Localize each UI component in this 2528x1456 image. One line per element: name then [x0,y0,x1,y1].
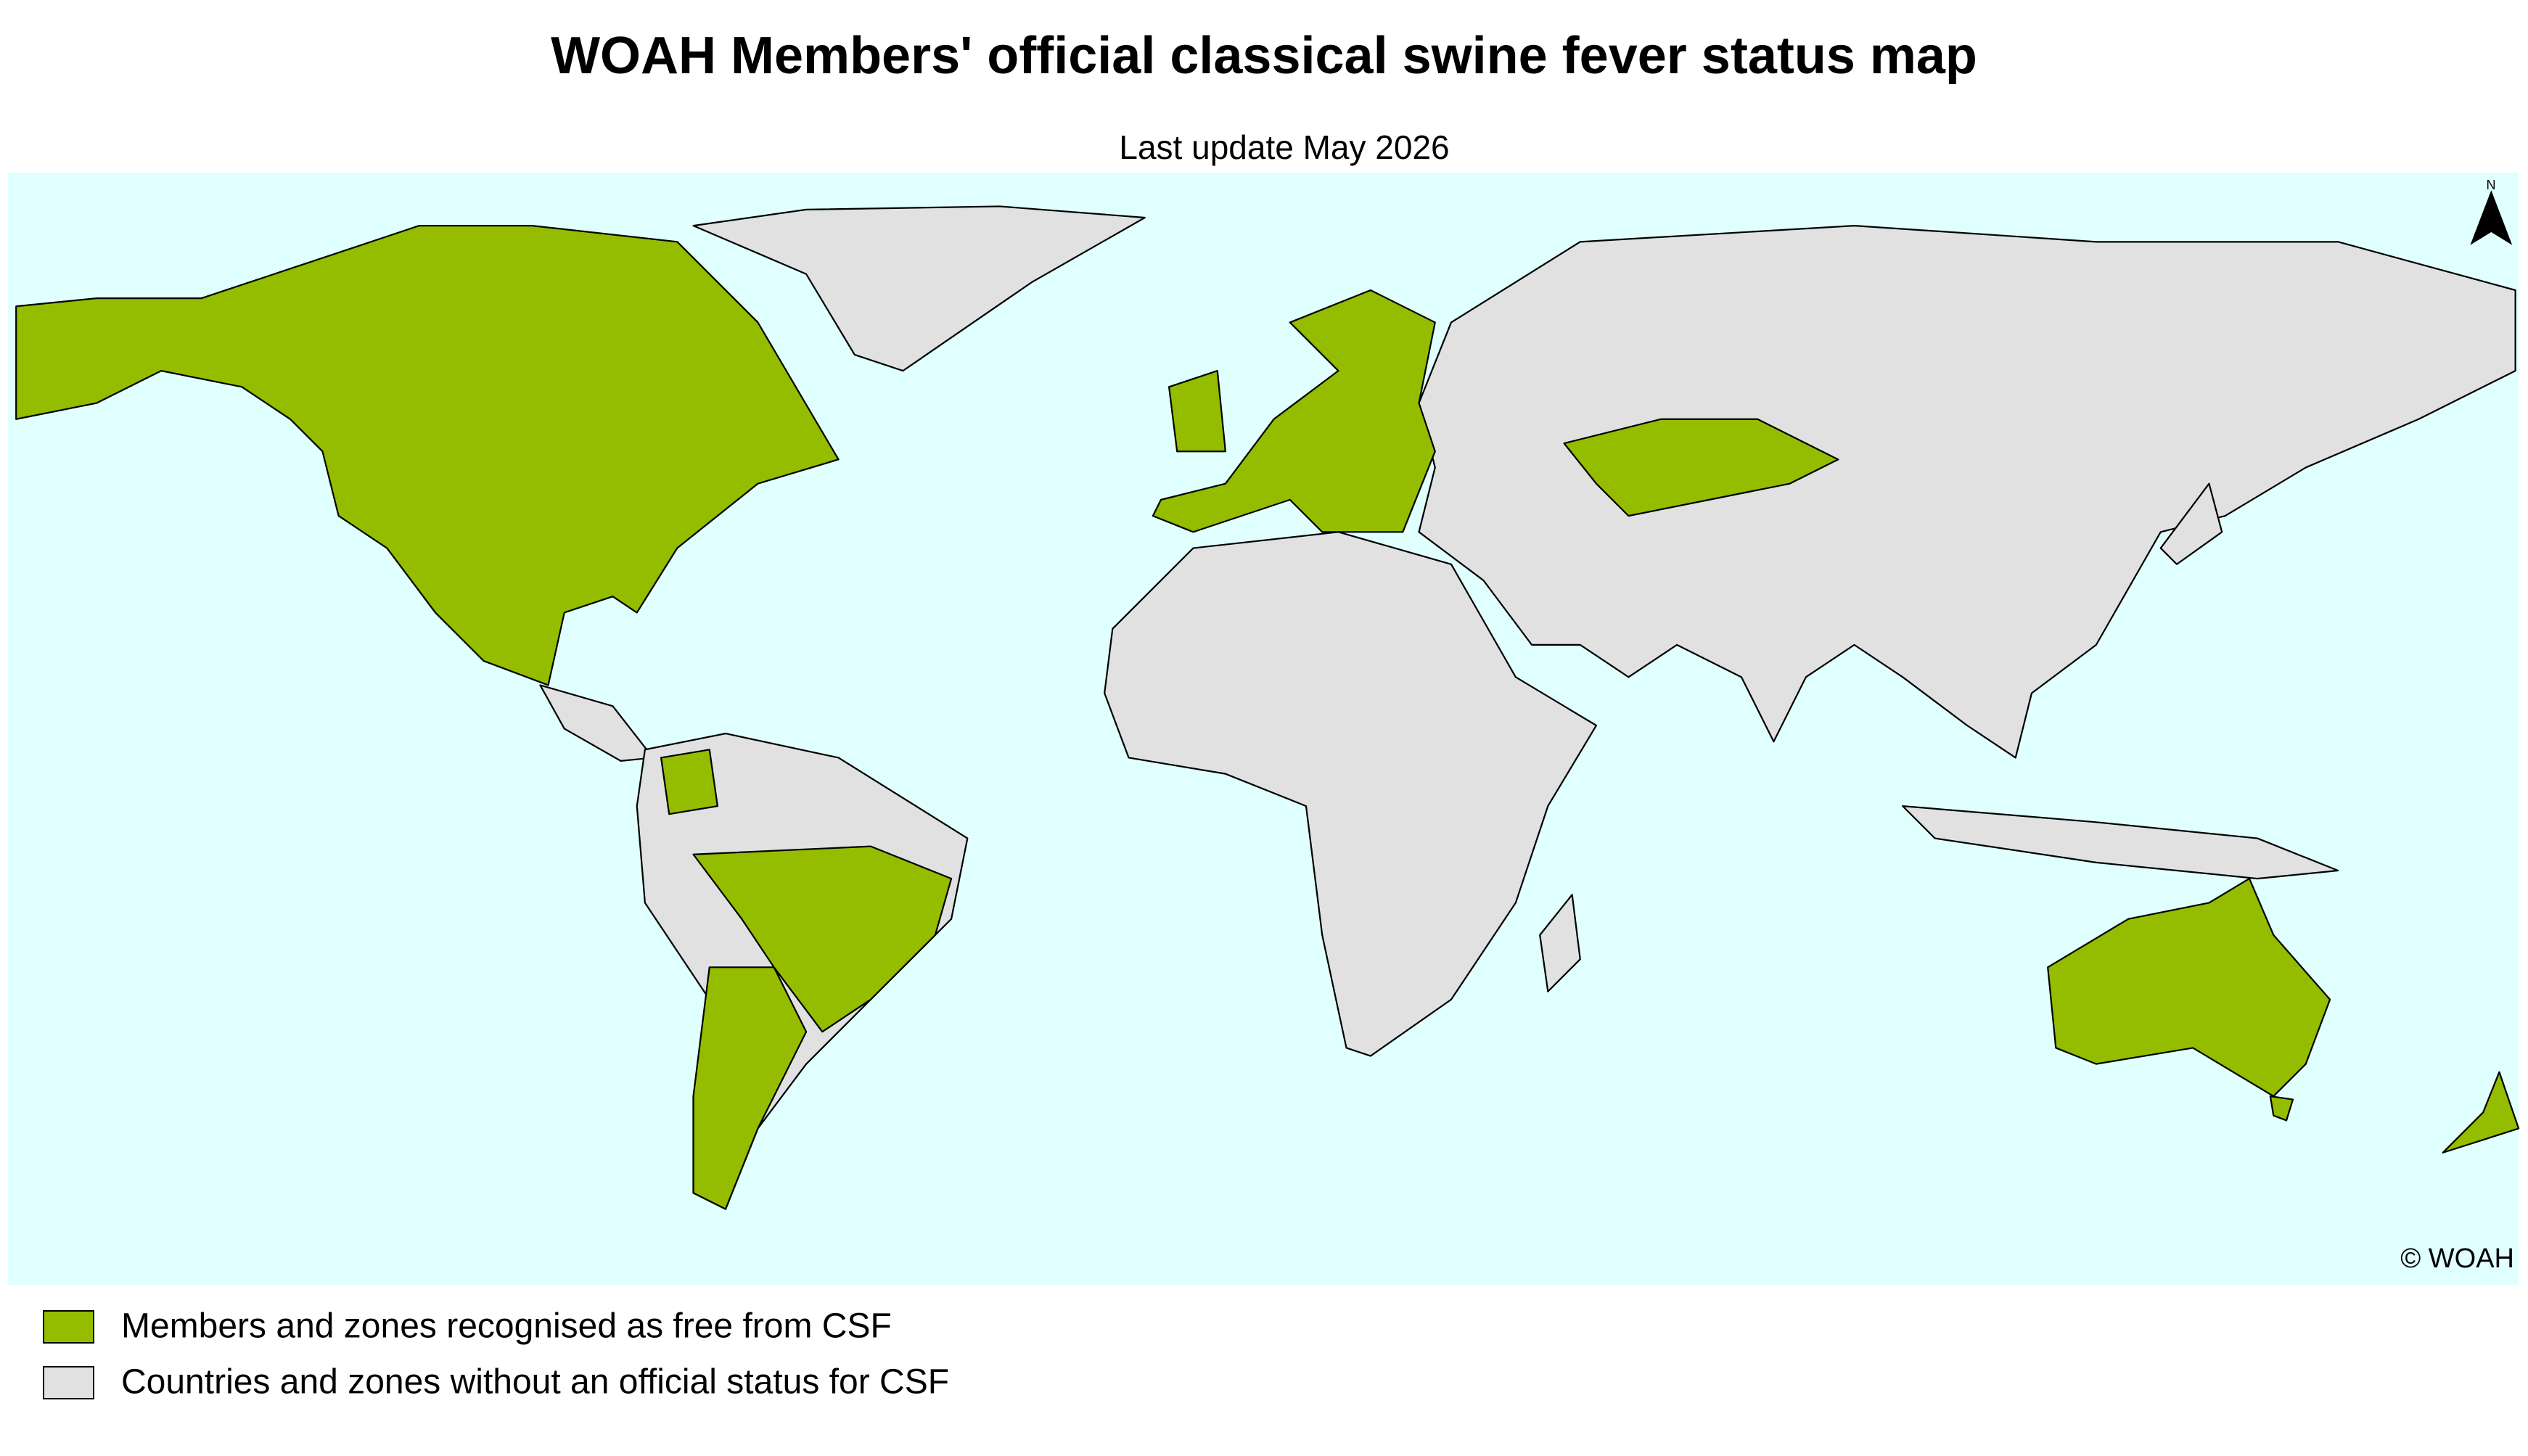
map-subtitle: Last update May 2026 [1119,128,1449,166]
legend-label: Members and zones recognised as free fro… [121,1307,892,1346]
kazakhstan [1563,418,1839,517]
africa [1104,531,1598,1057]
southern-cone [692,966,808,1210]
north-label: N [2487,178,2496,192]
legend-label: Countries and zones without an official … [121,1363,949,1402]
legend-swatch [43,1310,94,1344]
new-zealand [2442,1071,2520,1153]
europe [1152,289,1436,533]
japan [2159,482,2223,565]
united-kingdom [1167,369,1226,453]
legend: Members and zones recognised as free fro… [43,1307,949,1402]
indonesia [1902,805,2339,880]
map-title: WOAH Members' official classical swine f… [551,27,1977,85]
copyright: © WOAH [2400,1243,2514,1274]
brazil [692,845,953,1033]
asia [1418,224,2516,759]
north-arrow [2470,190,2513,245]
madagascar [1539,894,1581,992]
central-america [539,684,654,762]
world-map [15,190,2520,1210]
greenland [692,205,1146,372]
north-america [15,224,840,686]
colombia [660,749,718,815]
legend-swatch [43,1366,94,1399]
tasmania [2269,1095,2294,1122]
australia [2047,877,2331,1098]
